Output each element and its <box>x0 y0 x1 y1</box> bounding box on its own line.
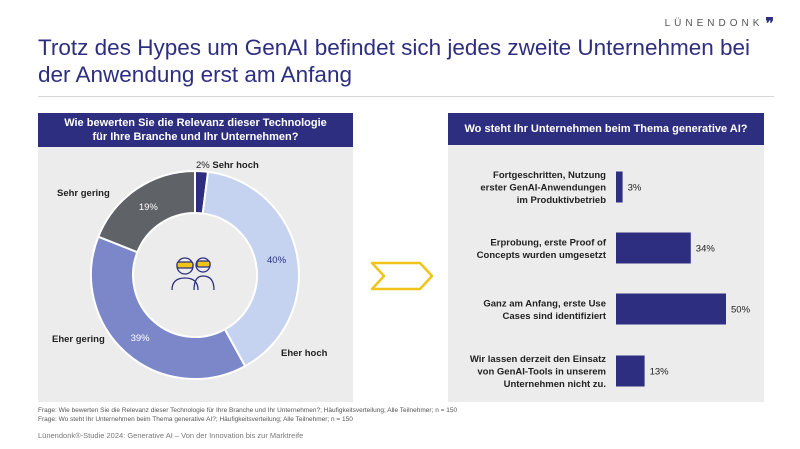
donut-slice-eher-hoch <box>201 170 300 368</box>
bar-category-line: im Produktivbetrieb <box>517 195 606 206</box>
bar-value-label-3: 50% <box>731 305 751 316</box>
bar-category-line: Concepts wurden umgesetzt <box>477 250 607 261</box>
footnote-2: Frage: Wo steht Ihr Unternehmen beim The… <box>38 416 353 423</box>
bar-category-line: erster GenAI-Anwendungen <box>480 183 606 194</box>
bar-value-label-1: 3% <box>628 183 642 194</box>
bar-category-line: Cases sind identifiziert <box>503 311 607 322</box>
bar-chart-header: Wo steht Ihr Unternehmen beim Thema gene… <box>448 113 764 145</box>
page-title: Trotz des Hypes um GenAI befindet sich j… <box>38 35 751 87</box>
donut-chart-header: Wie bewerten Sie die Relevanz dieser Tec… <box>38 113 353 147</box>
source-note: Lünendonk®-Studie 2024: Generative AI – … <box>38 431 304 440</box>
bar-2 <box>616 232 691 264</box>
vr-headset-people-icon <box>171 257 215 291</box>
donut-value-label: 2% <box>196 160 212 171</box>
donut-category-label-eher-gering: Eher gering <box>52 334 105 345</box>
bar-value-label-2: 34% <box>696 244 716 255</box>
bar-category-label-2: Erprobung, erste Proof of Concepts wurden… <box>477 237 607 261</box>
bar-category-line: Wir lassen derzeit den Einsatz <box>470 354 606 365</box>
title-divider <box>38 96 774 97</box>
bar-category-label-1: Fortgeschritten, Nutzung erster GenAI-Anw… <box>480 170 606 206</box>
bar-value-label-4: 13% <box>650 367 670 378</box>
donut-slice-eher-gering <box>90 235 247 380</box>
bar-4 <box>616 355 645 387</box>
bar-chart-title: Wo steht Ihr Unternehmen beim Thema gene… <box>464 123 748 135</box>
donut-value-label-eher-hoch: 40% <box>267 255 287 266</box>
center-icon <box>171 257 215 291</box>
brand-quote-mark: ❞ <box>765 16 774 33</box>
bar-category-label-3: Ganz am Anfang, erste Use Cases sind iden… <box>483 298 606 322</box>
bar-category-line: Fortgeschritten, Nutzung <box>493 170 606 181</box>
donut-label-sehr-hoch: 2% Sehr hoch <box>196 160 259 171</box>
donut-value-label-eher-gering: 39% <box>131 333 151 344</box>
bar-1 <box>616 171 623 203</box>
donut-chart-title: Wie bewerten Sie die Relevanz dieser Tec… <box>64 117 327 143</box>
donut-chart: 2% Sehr hoch 40% Eher hoch 39% Eher gering 19… <box>52 160 328 380</box>
bar-chart: 3% Fortgeschritten, Nutzung erster GenAI-A… <box>470 170 751 390</box>
bar-chart-panel <box>448 145 764 402</box>
bar-3 <box>616 293 726 325</box>
donut-category-label-eher-hoch: Eher hoch <box>281 348 328 359</box>
bar-category-label-4: Wir lassen derzeit den Einsatz von GenAI-… <box>470 354 606 390</box>
donut-category-label-sehr-gering: Sehr gering <box>57 188 110 199</box>
donut-category-label: Sehr hoch <box>212 160 259 171</box>
brand-logo: LÜNENDONK ❞ <box>665 14 774 34</box>
bar-category-line: Ganz am Anfang, erste Use <box>483 298 606 309</box>
bar-category-line: von GenAI-Tools in unserem <box>477 367 606 378</box>
footnote-1: Frage: Wie bewerten Sie die Relevanz die… <box>38 407 458 414</box>
donut-slice-sehr-gering <box>97 169 196 254</box>
bar-category-line: Unternehmen nicht zu. <box>504 379 606 390</box>
brand-name: LÜNENDONK <box>664 18 764 29</box>
donut-value-label-sehr-gering: 19% <box>139 202 159 213</box>
bar-category-line: Erprobung, erste Proof of <box>490 237 606 248</box>
arrow-right-icon <box>370 261 434 291</box>
